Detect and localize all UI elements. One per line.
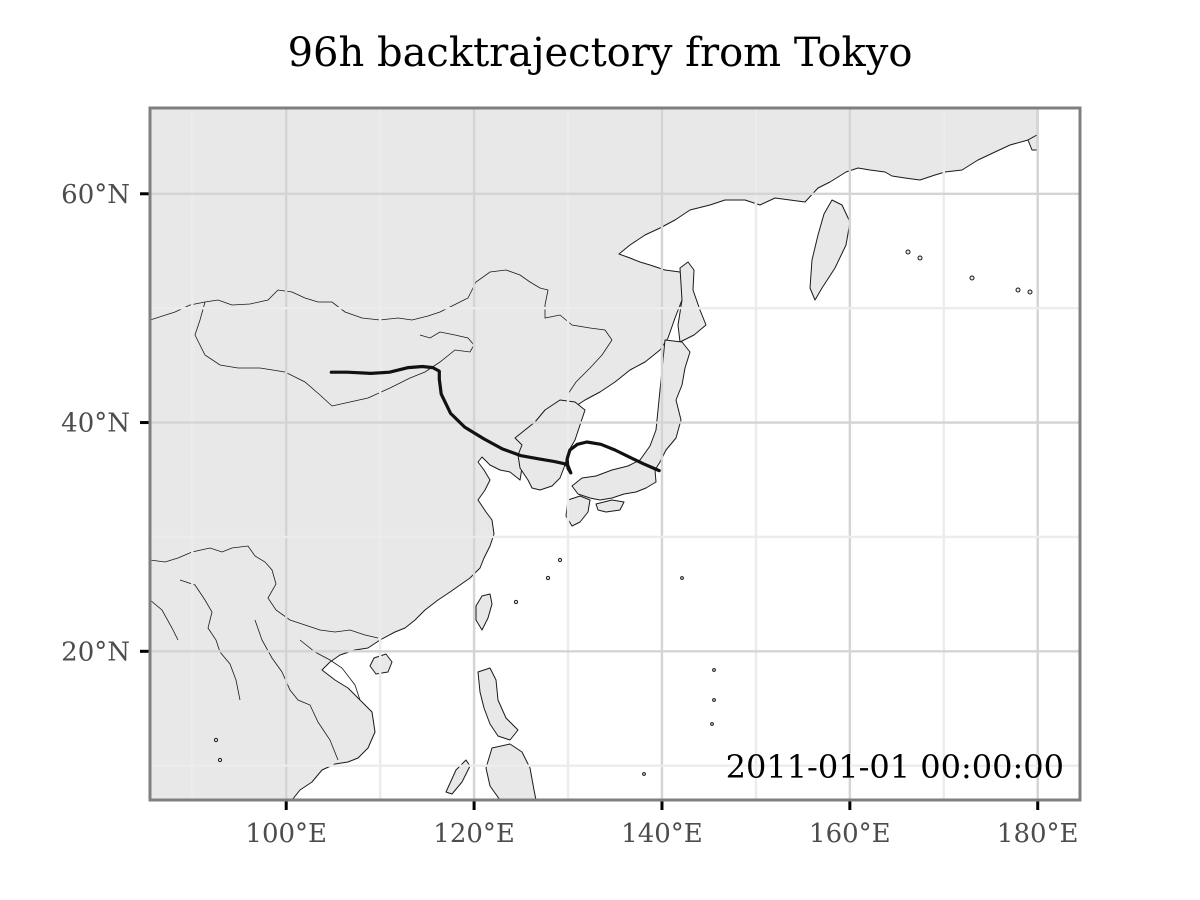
islet <box>917 255 923 261</box>
x-tick-label: 160°E <box>809 819 891 849</box>
trajectory-layer <box>329 364 661 475</box>
islet <box>969 275 975 281</box>
mongolia-china-border <box>194 301 475 407</box>
timestamp-annotation: 2011-01-01 00:00:00 <box>726 748 1064 786</box>
islet <box>557 557 563 563</box>
southeast-asia-border-3 <box>254 619 339 761</box>
hokkaido-land <box>677 261 707 343</box>
islet <box>905 249 911 255</box>
islet <box>213 737 219 743</box>
islet <box>513 599 519 605</box>
islet <box>1027 289 1033 295</box>
southeast-asia-border-1 <box>150 545 379 639</box>
gridlines <box>150 108 1080 800</box>
southeast-asia-border-2 <box>179 579 241 701</box>
islet <box>1015 287 1021 293</box>
x-tick-label: 120°E <box>433 819 515 849</box>
trajectory-line <box>329 364 661 475</box>
y-tick-label: 60°N <box>61 180 130 210</box>
islet <box>642 772 646 776</box>
y-tick-label: 40°N <box>61 409 130 439</box>
honshu-land <box>571 339 691 501</box>
philippines-south-land <box>485 743 537 800</box>
islet <box>712 698 716 702</box>
x-tick-label: 140°E <box>621 819 703 849</box>
southeast-asia-border-4 <box>299 639 361 701</box>
islet <box>217 757 223 763</box>
islet <box>710 722 714 726</box>
islet <box>545 575 551 581</box>
map-frame <box>148 106 1082 802</box>
islet <box>680 576 684 580</box>
islet <box>712 668 716 672</box>
taiwan-land <box>475 593 493 631</box>
palawan-land <box>445 759 471 795</box>
x-tick-label: 180°E <box>997 819 1079 849</box>
luzon-land <box>477 667 519 741</box>
southeast-asia-border-5 <box>150 599 179 641</box>
map-title: 96h backtrajectory from Tokyo <box>287 30 913 76</box>
x-tick-label: 100°E <box>245 819 327 849</box>
shikoku-land <box>595 499 625 513</box>
axes: 100°E 120°E 140°E 160°E 180°E 20°N 40°N 60°N <box>61 180 1078 849</box>
y-tick-label: 20°N <box>61 637 130 667</box>
